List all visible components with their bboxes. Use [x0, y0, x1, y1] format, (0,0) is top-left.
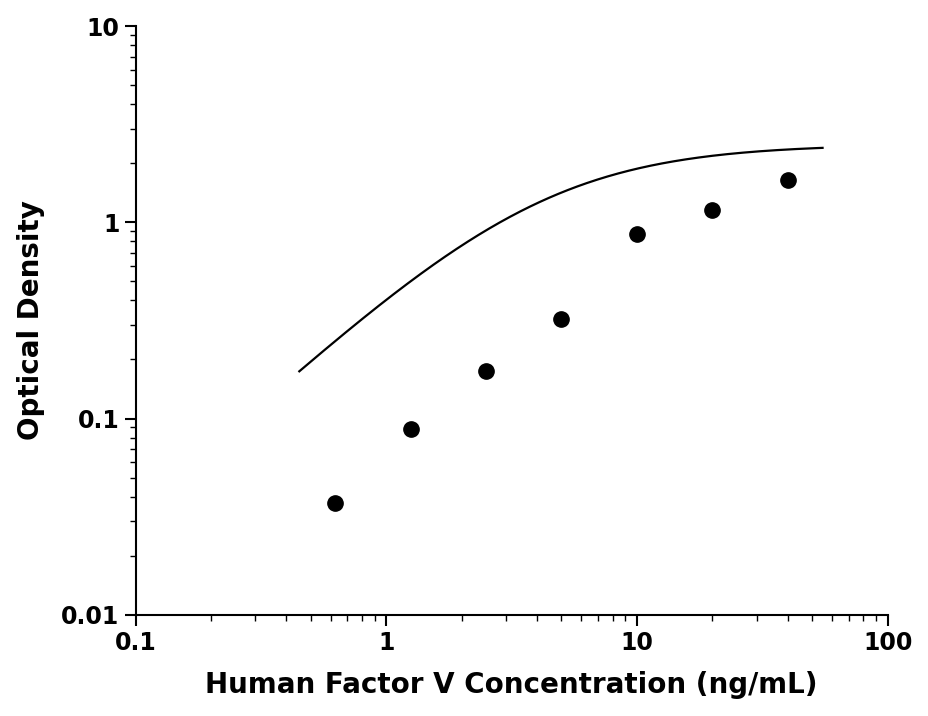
- X-axis label: Human Factor V Concentration (ng/mL): Human Factor V Concentration (ng/mL): [205, 672, 817, 700]
- Y-axis label: Optical Density: Optical Density: [17, 200, 45, 440]
- Point: [478, 365, 493, 377]
- Point: [403, 424, 418, 435]
- Point: [704, 205, 719, 216]
- Point: [328, 498, 342, 509]
- Point: [780, 174, 794, 185]
- Point: [553, 314, 568, 325]
- Point: [629, 228, 644, 240]
